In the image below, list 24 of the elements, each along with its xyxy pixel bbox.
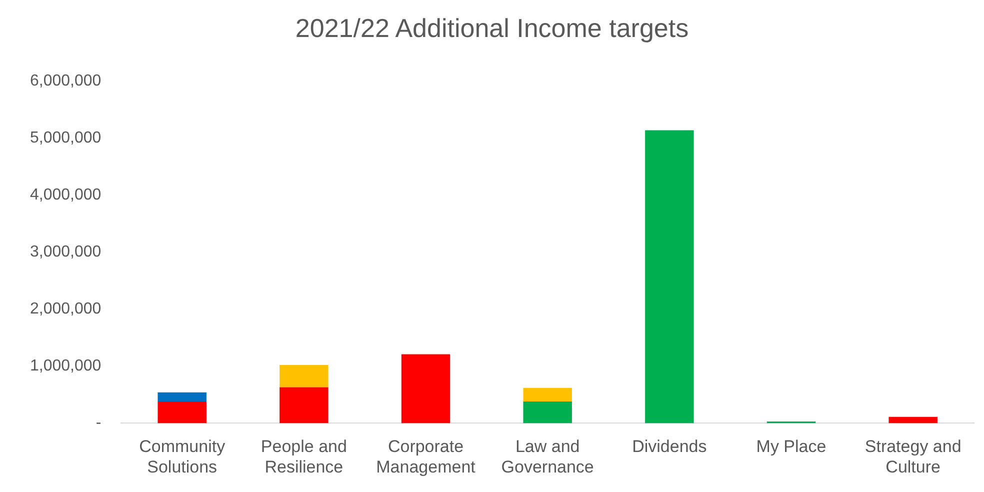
bar xyxy=(523,402,572,424)
chart-title: 2021/22 Additional Income targets xyxy=(295,12,689,43)
bar xyxy=(888,416,938,424)
bar xyxy=(523,388,572,402)
x-tick-label: Law and Governance xyxy=(501,437,594,476)
bar xyxy=(158,392,206,402)
bar xyxy=(158,402,206,424)
y-tick-label: 4,000,000 xyxy=(30,186,102,204)
y-tick-label: 1,000,000 xyxy=(30,358,102,375)
x-tick-label: Corporate Management xyxy=(376,437,476,476)
bar xyxy=(645,130,694,424)
bar xyxy=(280,387,328,424)
y-tick-label: 5,000,000 xyxy=(30,130,102,147)
bar xyxy=(280,365,328,388)
x-tick-label: Community Solutions xyxy=(139,437,226,476)
x-tick-label: Strategy and Culture xyxy=(864,437,962,476)
y-tick-label: 6,000,000 xyxy=(30,72,102,90)
y-tick-label: 3,000,000 xyxy=(30,244,102,261)
y-tick-label: 2,000,000 xyxy=(30,300,102,318)
x-tick-label: My Place xyxy=(756,437,826,456)
x-tick-label: People and Resilience xyxy=(260,437,347,476)
bar xyxy=(401,354,450,424)
x-tick-label: Dividends xyxy=(632,437,707,456)
y-tick-label: - xyxy=(96,414,102,432)
